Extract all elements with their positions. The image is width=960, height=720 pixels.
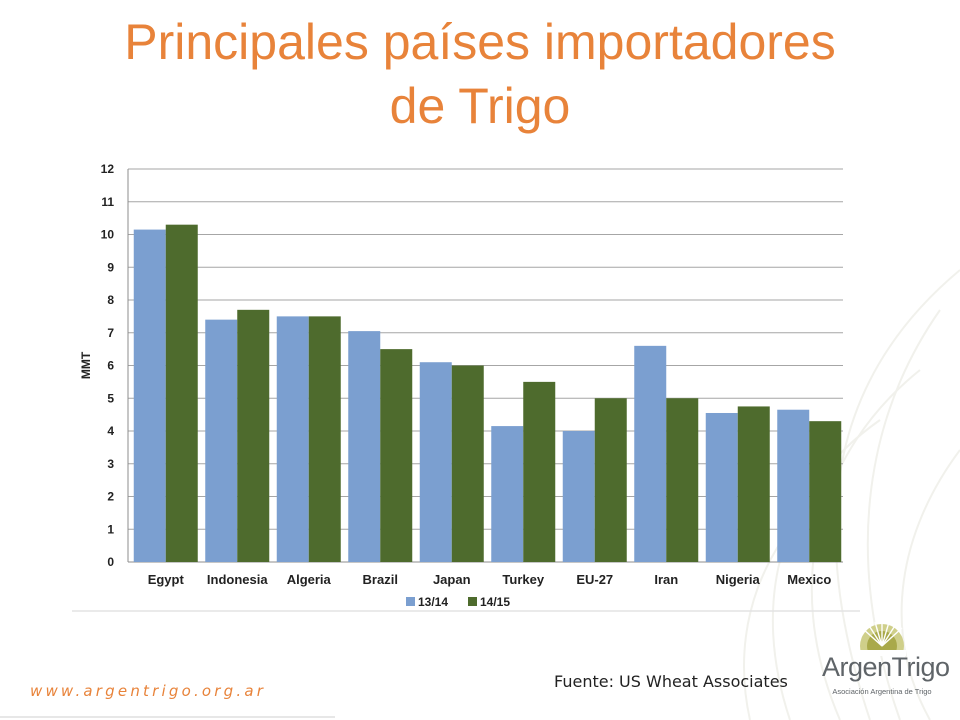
bar-13-14-egypt — [133, 229, 166, 562]
bar-13-14-mexico — [777, 409, 810, 562]
y-tick-label: 11 — [101, 195, 114, 209]
x-tick-label: Mexico — [787, 572, 831, 587]
x-tick-label: Iran — [654, 572, 678, 587]
x-tick-label: Algeria — [287, 572, 332, 587]
legend-swatch — [468, 597, 477, 606]
bar-14-15-eu-27 — [594, 398, 627, 562]
x-tick-label: Turkey — [502, 572, 544, 587]
bar-14-15-iran — [666, 398, 699, 562]
x-tick-label: Indonesia — [207, 572, 268, 587]
bar-13-14-eu-27 — [562, 431, 595, 562]
x-tick-label: Nigeria — [716, 572, 761, 587]
y-tick-label: 0 — [107, 555, 114, 569]
slide-title: Principales países importadores de Trigo — [0, 10, 960, 138]
y-tick-label: 1 — [107, 522, 114, 536]
bar-14-15-turkey — [523, 381, 556, 562]
bar-13-14-brazil — [348, 331, 381, 562]
y-tick-label: 8 — [107, 293, 114, 307]
x-tick-label: Egypt — [148, 572, 185, 587]
slide-title-line-1: Principales países importadores — [124, 14, 836, 70]
bar-14-15-nigeria — [737, 406, 770, 562]
logo-name: ArgenTrigo — [822, 652, 950, 682]
argentrigo-logo: ArgenTrigo Asociación Argentina de Trigo — [822, 622, 950, 712]
y-axis-title: MMT — [79, 351, 93, 379]
y-tick-label: 9 — [107, 260, 114, 274]
y-tick-label: 5 — [107, 391, 114, 405]
y-tick-label: 2 — [107, 490, 114, 504]
bar-13-14-indonesia — [205, 319, 238, 562]
y-tick-label: 3 — [107, 457, 114, 471]
website-link[interactable]: www.argentrigo.org.ar — [30, 682, 267, 700]
logo-subtitle: Asociación Argentina de Trigo — [832, 687, 932, 696]
legend-swatch — [406, 597, 415, 606]
bar-14-15-mexico — [809, 421, 842, 562]
bar-14-15-brazil — [380, 349, 413, 562]
bar-14-15-egypt — [165, 224, 198, 563]
y-tick-label: 4 — [107, 424, 114, 438]
wheat-sun-icon — [858, 622, 906, 656]
x-tick-label: EU-27 — [576, 572, 613, 587]
bar-14-15-japan — [451, 365, 484, 562]
x-tick-label: Brazil — [363, 572, 398, 587]
legend-label: 13/14 — [418, 595, 448, 609]
y-tick-label: 12 — [101, 162, 115, 176]
y-tick-label: 10 — [101, 228, 115, 242]
bar-13-14-algeria — [276, 316, 309, 562]
bar-14-15-algeria — [308, 316, 341, 562]
legend-label: 14/15 — [480, 595, 510, 609]
source-caption: Fuente: US Wheat Associates — [554, 672, 788, 691]
footer-divider — [0, 716, 335, 718]
bar-13-14-japan — [419, 362, 452, 562]
y-tick-label: 6 — [107, 359, 114, 373]
bar-13-14-turkey — [491, 426, 524, 562]
bar-14-15-indonesia — [237, 309, 270, 562]
bar-13-14-nigeria — [705, 412, 738, 562]
bar-chart: 0 1 2 3 4 5 6 7 8 9 10 11 12 MMT Egypt Indonesia Algeria… — [72, 152, 860, 612]
bar-13-14-iran — [634, 345, 667, 562]
y-tick-label: 7 — [107, 326, 114, 340]
x-tick-label: Japan — [433, 572, 471, 587]
slide-title-line-2: de Trigo — [389, 78, 571, 134]
